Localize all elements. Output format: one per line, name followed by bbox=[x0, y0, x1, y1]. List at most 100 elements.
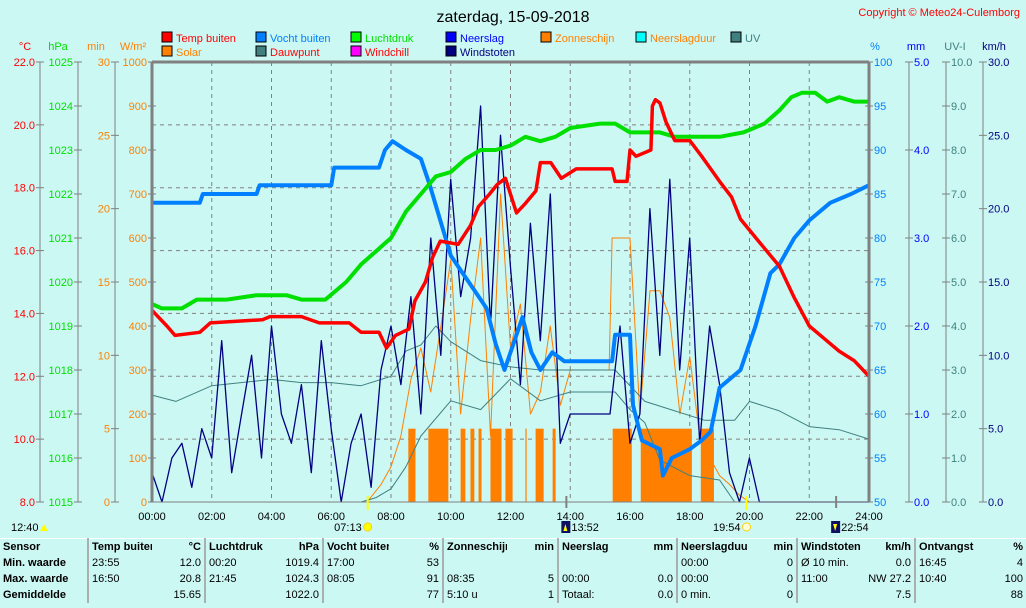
stat-time: Ontvangst bbox=[919, 541, 974, 553]
bar-zonneschijn bbox=[525, 428, 527, 502]
tick-label-uv: 4.0 bbox=[951, 321, 966, 333]
stat-time: Neerslag bbox=[562, 541, 609, 553]
chart-title: zaterdag, 15-09-2018 bbox=[437, 9, 590, 26]
stat-time bbox=[323, 587, 389, 603]
tick-label-temp: 18.0 bbox=[14, 183, 35, 195]
stat-time: 08:35 bbox=[447, 573, 475, 585]
line-windstoten bbox=[151, 105, 869, 503]
sunset-label: 19:54 bbox=[713, 522, 741, 534]
stat-value: min bbox=[507, 538, 559, 555]
tick-label-uv: 1.0 bbox=[951, 453, 966, 465]
row-label: Sensor bbox=[0, 538, 89, 555]
x-tick-label: 18:00 bbox=[676, 511, 704, 523]
stat-value: 5 bbox=[507, 571, 559, 587]
tick-label-uv: 8.0 bbox=[951, 145, 966, 157]
tick-label-gust: 30.0 bbox=[988, 57, 1009, 69]
tick-label-uv: 2.0 bbox=[951, 409, 966, 421]
tick-label-hum: 55 bbox=[874, 453, 886, 465]
bar-zonneschijn bbox=[700, 428, 714, 502]
stat-value: hPa bbox=[265, 538, 324, 555]
row-label: Min. waarde bbox=[0, 555, 89, 571]
legend-swatch bbox=[730, 31, 742, 43]
weather-chart: zaterdag, 15-09-2018 Copyright © Meteo24… bbox=[11, 7, 1020, 534]
line-temp-buiten bbox=[150, 97, 871, 378]
legend-swatch bbox=[445, 45, 457, 57]
tick-label-rain: 0.0 bbox=[914, 497, 929, 509]
tick-label-sun: 25 bbox=[98, 130, 110, 142]
stat-time: 08:05 bbox=[327, 573, 355, 585]
tick-label-hum: 75 bbox=[874, 277, 886, 289]
stat-value: 12.0 bbox=[152, 555, 206, 571]
stat-time: 16:50 bbox=[92, 573, 120, 585]
grid bbox=[152, 62, 869, 502]
tick-label-solar: 800 bbox=[129, 145, 147, 157]
tick-label-temp: 12.0 bbox=[14, 371, 35, 383]
tick-label-uv: 3.0 bbox=[951, 365, 966, 377]
tick-label-hum: 60 bbox=[874, 409, 886, 421]
legend-label: Solar bbox=[176, 47, 202, 59]
tick-label-uv: 5.0 bbox=[951, 277, 966, 289]
series-layer bbox=[150, 90, 871, 503]
tick-label-rain: 3.0 bbox=[914, 233, 929, 245]
legend-swatch bbox=[255, 31, 267, 43]
tick-label-hum: 65 bbox=[874, 365, 886, 377]
tick-label-hum: 100 bbox=[874, 57, 892, 69]
stats-header-row: Sensor Temp buiten °C Luchtdruk hPa Vocht bui… bbox=[0, 538, 1026, 555]
tick-label-gust: 10.0 bbox=[988, 350, 1009, 362]
line-dauwpunt bbox=[151, 325, 870, 440]
stat-time: Ø 10 min. bbox=[801, 557, 849, 569]
stat-value: °C bbox=[152, 538, 206, 555]
x-tick-label: 20:00 bbox=[736, 511, 764, 523]
stat-value: 100 bbox=[1004, 573, 1023, 585]
tick-label-uv: 7.0 bbox=[951, 189, 966, 201]
tick-label-press: 1016 bbox=[49, 453, 73, 465]
stat-time: Vocht buiten bbox=[327, 541, 389, 553]
axis-unit-uv: UV-I bbox=[944, 41, 965, 53]
stat-time: 16:45 bbox=[919, 557, 947, 569]
tick-label-hum: 90 bbox=[874, 145, 886, 157]
stat-time bbox=[443, 555, 507, 571]
stat-time: Luchtdruk bbox=[209, 541, 263, 553]
stat-value: 0 bbox=[747, 587, 798, 603]
tick-label-gust: 5.0 bbox=[988, 424, 1003, 436]
stat-time: 5:10 u bbox=[447, 589, 478, 601]
bar-zonneschijn bbox=[535, 428, 544, 502]
bar-zonneschijn bbox=[470, 428, 475, 502]
stat-value: 1 bbox=[507, 587, 559, 603]
stat-value: 91 bbox=[389, 571, 444, 587]
stats-row: Min. waarde 23:55 12.0 00:20 1019.4 17:00 53 00… bbox=[0, 555, 1026, 571]
axis-unit-hum: % bbox=[870, 41, 880, 53]
stat-value: % bbox=[1013, 541, 1023, 553]
axis-unit-gust: km/h bbox=[982, 41, 1006, 53]
sun-triangle-icon bbox=[40, 524, 48, 531]
stat-time: 00:00 bbox=[562, 573, 590, 585]
stat-time: 0 min. bbox=[681, 589, 711, 601]
copyright: Copyright © Meteo24-Culemborg bbox=[858, 7, 1020, 19]
bar-zonneschijn bbox=[612, 428, 632, 502]
stat-time bbox=[88, 587, 152, 603]
bar-zonneschijn bbox=[552, 428, 556, 502]
tick-label-press: 1018 bbox=[49, 365, 73, 377]
stat-time: Neerslagduur bbox=[681, 541, 747, 553]
stat-value: 88 bbox=[1010, 589, 1023, 601]
legend-swatch bbox=[350, 45, 362, 57]
bar-zonneschijn bbox=[408, 428, 416, 502]
x-tick-label: 12:00 bbox=[497, 511, 525, 523]
tick-label-press: 1024 bbox=[49, 101, 73, 113]
tick-label-solar: 1000 bbox=[123, 57, 147, 69]
stat-value: NW 27.2 bbox=[861, 571, 916, 587]
row-label: Gemiddelde bbox=[0, 587, 89, 603]
plot-frame bbox=[150, 60, 871, 503]
x-tick-label: 22:00 bbox=[795, 511, 823, 523]
x-tick-label: 08:00 bbox=[377, 511, 405, 523]
x-tick-label: 10:00 bbox=[437, 511, 465, 523]
tick-label-solar: 300 bbox=[129, 365, 147, 377]
stat-time: 11:00 bbox=[801, 573, 828, 585]
stat-value: 0.0 bbox=[861, 555, 916, 571]
tick-label-uv: 9.0 bbox=[951, 101, 966, 113]
stat-time: 17:00 bbox=[327, 557, 355, 569]
axis-unit-temp: °C bbox=[19, 41, 31, 53]
sunrise-label: 07:13 bbox=[334, 522, 362, 534]
tick-label-rain: 4.0 bbox=[914, 145, 929, 157]
stat-time bbox=[205, 587, 265, 603]
